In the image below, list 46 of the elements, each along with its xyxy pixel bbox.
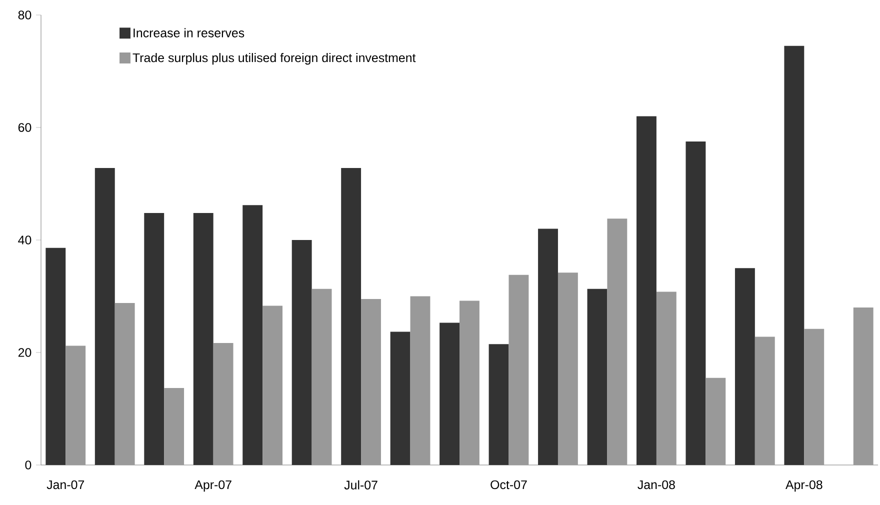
bar [558, 272, 578, 465]
x-tick-label: Jan-07 [46, 480, 84, 490]
bar [213, 342, 234, 465]
bar [656, 292, 676, 465]
x-tick-label: Apr-08 [786, 480, 822, 492]
bar [636, 116, 656, 465]
x-tick-label: Apr-07 [194, 480, 232, 492]
bar [508, 274, 529, 465]
y-tick-label: 0 [25, 460, 32, 470]
bar [460, 300, 480, 465]
bar [46, 248, 66, 465]
bar [361, 299, 381, 465]
x-tick-label: Jan-08 [638, 480, 675, 490]
bar [784, 46, 804, 465]
bar [390, 332, 410, 465]
bar [341, 168, 362, 465]
bar [242, 205, 263, 465]
bar [488, 344, 509, 465]
bar [706, 378, 726, 465]
bar [410, 296, 430, 465]
bar [66, 346, 86, 465]
y-tick-label: 60 [18, 123, 32, 132]
bar [754, 336, 775, 465]
bar [144, 212, 164, 465]
bar [734, 268, 755, 465]
bar [164, 388, 184, 465]
bar [193, 212, 214, 465]
bar [686, 142, 706, 465]
bar [587, 288, 608, 465]
bar [538, 228, 558, 465]
bar [440, 322, 460, 465]
y-tick-label: 40 [18, 236, 32, 244]
bar [853, 307, 874, 465]
bar [312, 288, 332, 465]
y-tick-label: 80 [18, 10, 32, 20]
x-tick-label: Jul-07 [344, 480, 378, 490]
bar [94, 168, 115, 465]
bar [804, 328, 824, 465]
bar [262, 306, 282, 465]
bar [292, 240, 312, 465]
x-tick-label: Oct-07 [490, 480, 527, 490]
legend-label: Trade surplus plus utilised foreign direct investment [132, 53, 416, 65]
y-tick-label: 20 [18, 348, 32, 357]
legend-label: Increase in reserves [134, 28, 244, 38]
bar [607, 218, 628, 465]
bar [114, 302, 135, 465]
